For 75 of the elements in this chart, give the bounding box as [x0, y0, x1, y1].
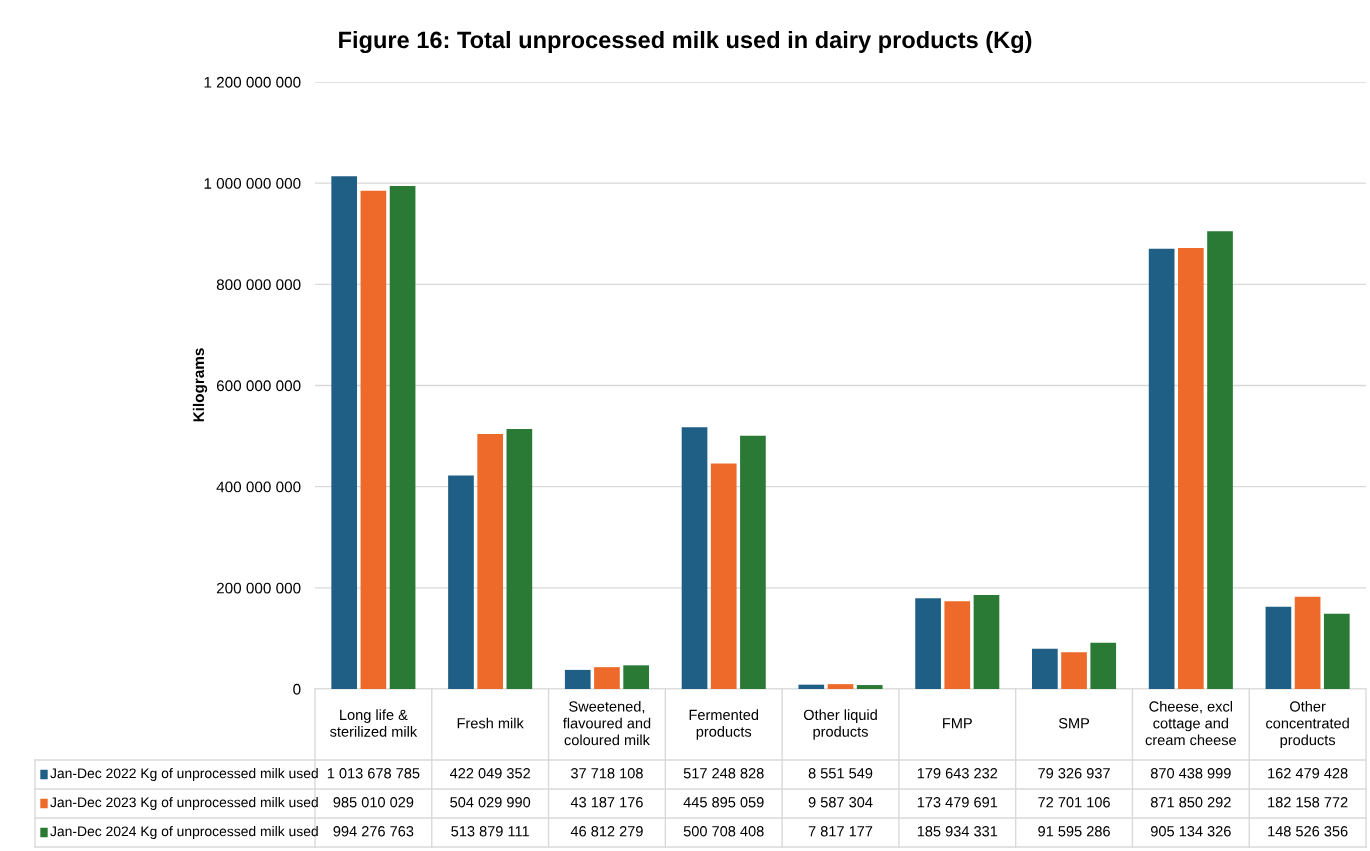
bar [1265, 606, 1292, 689]
data-label: 37 718 108 [571, 768, 643, 779]
y-tick-label: 200 000 000 [216, 582, 301, 594]
x-tick-label: Sweetened, flavoured and coloured milk [562, 700, 651, 746]
bar [1090, 642, 1117, 689]
bar [1323, 613, 1350, 689]
bar [681, 427, 708, 689]
data-label: 79 326 937 [1038, 768, 1110, 779]
bar [973, 594, 1000, 689]
data-label: 517 248 828 [683, 768, 764, 779]
data-label: 905 134 326 [1150, 826, 1231, 837]
data-label: 504 029 990 [450, 797, 531, 808]
x-tick-label: SMP [1058, 718, 1090, 729]
x-tick-label: Fermented products [689, 709, 759, 740]
bar [1032, 648, 1058, 689]
bar [448, 475, 474, 689]
data-label: 162 479 428 [1268, 768, 1348, 779]
bar [1294, 596, 1321, 689]
bar [1177, 247, 1204, 689]
data-label: 513 879 111 [451, 826, 529, 837]
data-label: 148 526 356 [1268, 826, 1348, 837]
y-tick-label: 400 000 000 [216, 481, 301, 493]
data-label: 1 013 678 785 [327, 768, 420, 779]
data-label: 871 850 292 [1150, 797, 1231, 808]
y-tick-label: 600 000 000 [216, 380, 301, 392]
data-label: 994 276 763 [333, 826, 414, 837]
x-tick-label: Long life & sterilized milk [330, 709, 418, 737]
legend-label: Jan-Dec 2023 Kg of unprocessed milk used [50, 797, 318, 810]
bar [915, 598, 941, 689]
bar [594, 667, 620, 689]
data-label: 43 187 176 [570, 797, 643, 808]
data-label: 445 895 059 [683, 797, 764, 808]
data-label: 985 010 029 [333, 797, 414, 808]
bar [856, 685, 883, 689]
y-tick-label: 0 [293, 683, 301, 695]
bar [944, 601, 971, 689]
y-tick-label: 1 200 000 000 [204, 76, 301, 88]
data-label: 179 643 232 [917, 768, 998, 779]
bar [506, 429, 533, 689]
legend-label: Jan-Dec 2022 Kg of unprocessed milk used [50, 768, 318, 781]
bar [710, 463, 737, 689]
data-label: 173 479 691 [917, 797, 998, 808]
y-tick-label: 1 000 000 000 [204, 178, 301, 189]
bar [389, 186, 416, 689]
data-label: 46 812 279 [570, 826, 643, 837]
data-label: 91 595 286 [1038, 826, 1110, 837]
data-label: 182 158 772 [1268, 797, 1348, 808]
data-label: 9 587 304 [808, 797, 873, 808]
data-label: 422 049 352 [449, 768, 530, 779]
bar [360, 190, 387, 689]
data-label: 72 701 106 [1038, 797, 1110, 808]
x-tick-label: FMP [943, 718, 972, 729]
bar [623, 665, 649, 689]
legend-label: Jan-Dec 2024 Kg of unprocessed milk used [50, 826, 318, 839]
y-tick-label: 800 000 000 [216, 279, 301, 291]
data-label: 7 817 177 [808, 826, 873, 837]
bar [477, 434, 504, 689]
bar [798, 684, 825, 689]
data-label: 500 708 408 [683, 826, 764, 837]
bar [740, 435, 766, 689]
x-tick-label: Other liquid products [803, 709, 877, 740]
x-tick-label: Cheese, excl cottage and cream cheese [1145, 700, 1236, 746]
x-tick-label: Other concentrated products [1266, 700, 1349, 749]
data-label: 870 438 999 [1150, 768, 1231, 779]
y-axis-title: Kilograms [192, 348, 208, 422]
bar [827, 684, 854, 689]
x-tick-label: Fresh milk [457, 717, 524, 729]
chart-title: Figure 16: Total unprocessed milk used in dairy products (Kg) [339, 30, 1032, 54]
bar [1148, 248, 1175, 689]
data-label: 185 934 331 [917, 826, 998, 837]
data-label: 8 551 549 [808, 768, 873, 779]
bar [1061, 652, 1087, 689]
bar [331, 176, 358, 689]
bar [564, 669, 591, 689]
bar [1207, 231, 1233, 689]
